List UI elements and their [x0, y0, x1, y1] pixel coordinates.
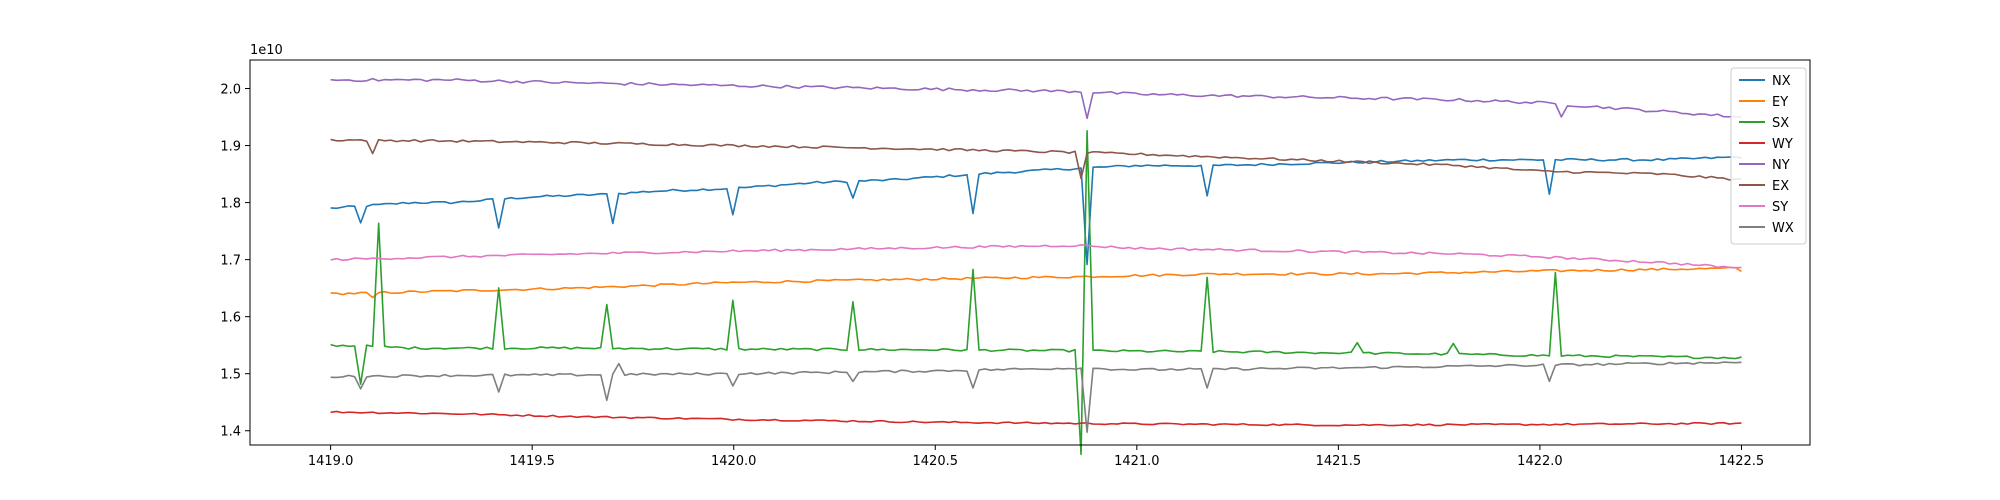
y-tick-label: 1.9: [220, 140, 241, 155]
legend-box: [1730, 67, 1807, 245]
legend-label-ny: NY: [1772, 158, 1790, 173]
legend-label-wy: WY: [1772, 137, 1793, 152]
series-line-ny: [330, 77, 1742, 120]
series-line-ey: [330, 266, 1742, 299]
x-tick-label: 1419.5: [509, 454, 555, 469]
legend-label-sx: SX: [1772, 116, 1789, 131]
series-line-wx: [330, 361, 1742, 433]
y-tick-label: 1.4: [220, 425, 241, 440]
series-line-sy: [330, 244, 1742, 269]
x-tick-label: 1421.0: [1114, 454, 1160, 469]
series-line-ex: [330, 138, 1742, 181]
x-tick-label: 1421.5: [1316, 454, 1362, 469]
x-tick-label: 1422.5: [1719, 454, 1765, 469]
y-tick-label: 1.6: [220, 311, 241, 326]
y-tick-label: 1.7: [220, 254, 241, 269]
y-axis: 1.4 1.5 1.6 1.7 1.8 1.9 2.0: [220, 83, 250, 440]
legend-label-ey: EY: [1772, 95, 1788, 110]
legend-label-ex: EX: [1772, 179, 1789, 194]
series-line-sx: [330, 130, 1742, 456]
legend: NX EY SX WY NY EX SY WX: [1730, 67, 1807, 245]
y-offset-text: 1e10: [250, 43, 283, 58]
y-tick-label: 1.5: [220, 368, 241, 383]
legend-label-sy: SY: [1772, 200, 1788, 215]
y-tick-label: 1.8: [220, 197, 241, 212]
y-tick-label: 2.0: [220, 83, 241, 98]
x-tick-label: 1419.0: [308, 454, 354, 469]
x-tick-label: 1422.0: [1517, 454, 1563, 469]
series-line-wy: [330, 410, 1742, 427]
legend-label-nx: NX: [1772, 74, 1791, 89]
axes-frame: [249, 59, 1811, 446]
x-tick-label: 1420.5: [913, 454, 959, 469]
series-layer: [330, 77, 1742, 456]
series-line-nx: [330, 156, 1742, 266]
x-tick-label: 1420.0: [711, 454, 757, 469]
x-axis: 1419.0 1419.5 1420.0 1420.5 1421.0 1421.5 1422…: [308, 445, 1764, 469]
legend-label-wx: WX: [1772, 221, 1794, 236]
